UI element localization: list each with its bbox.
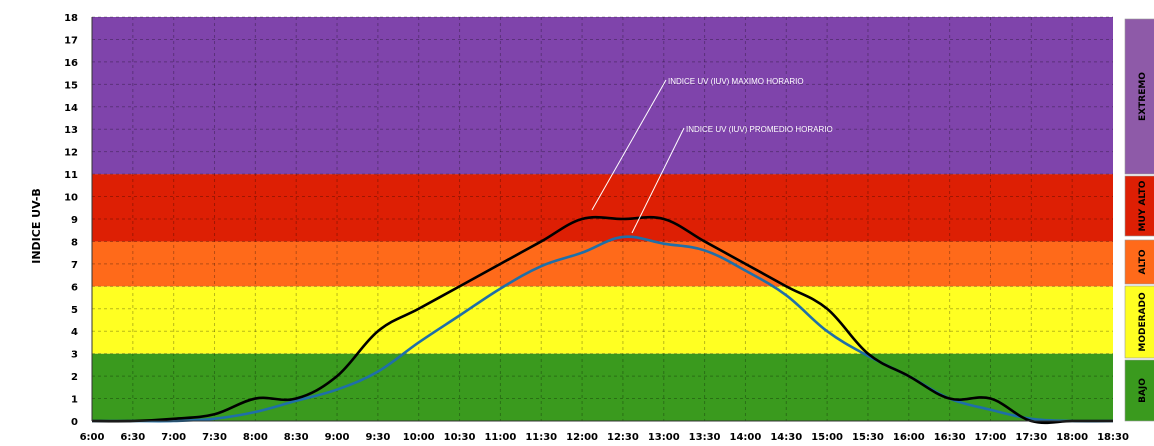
x-tick-label: 11:30 [525, 432, 557, 443]
x-tick-label: 14:00 [730, 432, 762, 443]
series-line-0 [91, 215, 1113, 425]
category-label: MODERADO [1138, 292, 1148, 352]
y-tick-label: 0 [71, 417, 78, 428]
x-tick-label: 13:30 [689, 432, 721, 443]
x-tick-label: 15:00 [811, 432, 843, 443]
x-tick-label: 18:30 [1097, 432, 1129, 443]
x-tick-label: 10:30 [444, 432, 476, 443]
annotation-avg-series: INDICE UV (IUV) PROMEDIO HORARIO [686, 125, 833, 134]
x-tick-label: 12:00 [566, 432, 598, 443]
risk-category-sidebar: EXTREMO MUY ALTO ALTO MODERADO BAJO [1124, 18, 1154, 422]
x-tick-label: 8:30 [284, 432, 309, 443]
x-tick-label: 16:30 [934, 432, 966, 443]
y-tick-label: 6 [71, 282, 78, 293]
x-tick-label: 18:00 [1056, 432, 1088, 443]
category-box-muy-alto [1124, 175, 1154, 237]
x-tick-labels: 6:00 6:30 7:00 7:30 8:00 8:30 9:00 9:30 10:00 10:… [80, 432, 1129, 443]
y-tick-label: 12 [64, 148, 78, 159]
y-tick-label: 18 [64, 13, 78, 24]
category-box-moderado [1124, 285, 1154, 359]
band-extremo [92, 17, 1113, 175]
x-tick-label: 13:00 [648, 432, 680, 443]
x-tick-label: 9:30 [365, 432, 390, 443]
band-bajo [92, 353, 1113, 421]
y-tick-label: 4 [71, 327, 78, 338]
category-label: BAJO [1138, 378, 1148, 403]
x-tick-label: 9:00 [325, 432, 350, 443]
risk-bands [92, 17, 1113, 421]
x-tick-label: 8:00 [243, 432, 268, 443]
band-moderado [92, 286, 1113, 354]
leader-avg [631, 127, 685, 234]
x-tick-label: 17:30 [1015, 432, 1047, 443]
x-tick-label: 14:30 [770, 432, 802, 443]
y-tick-label: 9 [71, 215, 78, 226]
x-tick-label: 6:30 [120, 432, 145, 443]
y-tick-label: 8 [71, 237, 78, 248]
y-tick-label: 2 [71, 372, 78, 383]
y-tick-label: 13 [64, 125, 78, 136]
x-tick-label: 12:30 [607, 432, 639, 443]
band-muy-alto [92, 174, 1113, 242]
y-tick-label: 15 [64, 80, 78, 91]
x-tick-label: 11:00 [484, 432, 516, 443]
y-tick-label: 14 [64, 103, 78, 114]
category-box-extremo [1124, 18, 1154, 175]
y-tick-label: 17 [64, 35, 78, 46]
x-tick-label: 15:30 [852, 432, 884, 443]
category-label: MUY ALTO [1138, 180, 1148, 231]
x-tick-label: 7:00 [161, 432, 186, 443]
y-tick-label: 1 [71, 395, 78, 406]
series-lines [91, 215, 1114, 425]
axes [91, 17, 1113, 422]
grid [92, 16, 1113, 422]
y-tick-label: 5 [71, 305, 78, 316]
band-alto [92, 241, 1113, 287]
category-label: ALTO [1138, 249, 1148, 274]
y-tick-label: 3 [71, 350, 78, 361]
x-tick-label: 10:00 [403, 432, 435, 443]
x-tick-label: 16:00 [893, 432, 925, 443]
y-tick-label: 10 [64, 193, 78, 204]
y-tick-label: 11 [64, 170, 78, 181]
y-axis-label: INDICE UV-B [30, 188, 43, 264]
x-tick-label: 6:00 [80, 432, 105, 443]
category-box-alto [1124, 239, 1154, 285]
category-label: EXTREMO [1138, 72, 1148, 121]
category-box-bajo [1124, 359, 1154, 422]
annotation-max-series: INDICE UV (IUV) MAXIMO HORARIO [668, 77, 804, 86]
x-tick-label: 17:00 [975, 432, 1007, 443]
leader-max [591, 79, 667, 211]
x-tick-label: 7:30 [202, 432, 227, 443]
annotation-leaders [591, 79, 685, 234]
y-tick-label: 16 [64, 58, 78, 69]
y-tick-label: 7 [71, 260, 78, 271]
